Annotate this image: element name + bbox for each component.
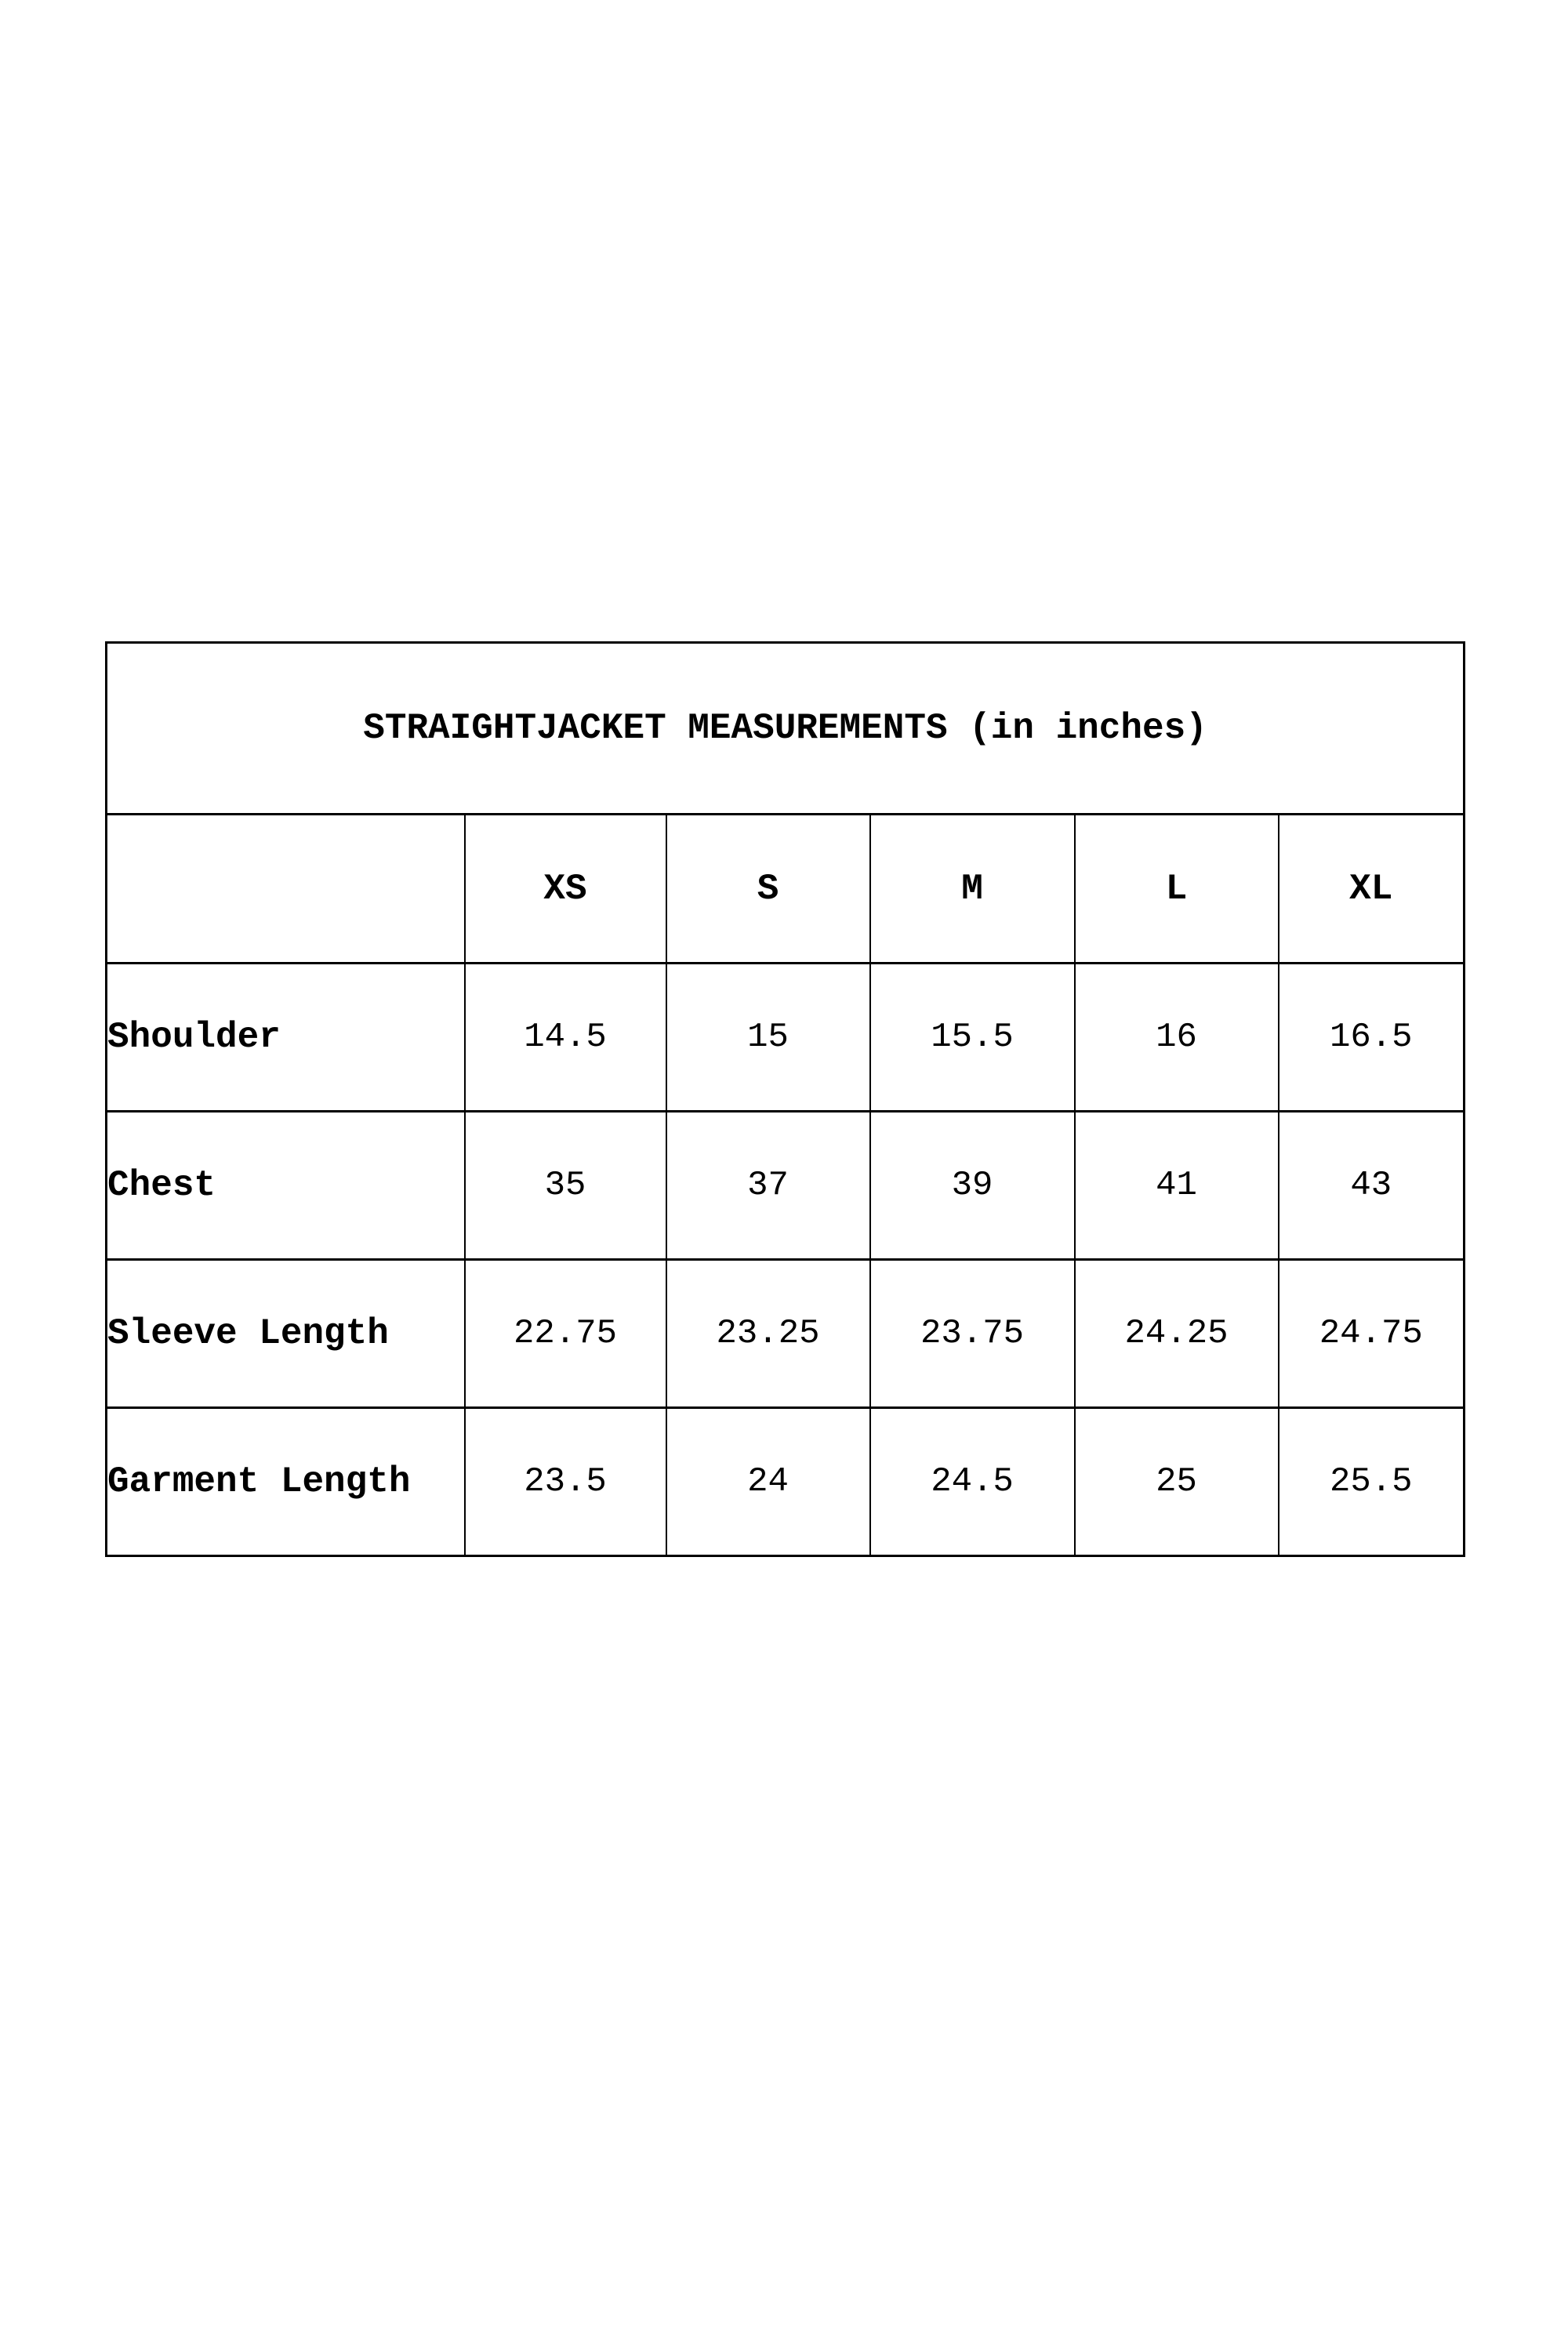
- cell-value: 14.5: [463, 962, 667, 1112]
- cell-value: 35: [463, 1110, 667, 1261]
- cell-value: 15.5: [869, 962, 1076, 1112]
- corner-cell: [105, 813, 466, 964]
- row-label-garment-length: Garment Length: [105, 1406, 466, 1557]
- cell-value: 16: [1073, 962, 1279, 1112]
- column-header-l: L: [1073, 813, 1279, 964]
- measurements-table: STRAIGHTJACKET MEASUREMENTS (in inches) …: [105, 641, 1466, 1557]
- cell-value: 24.75: [1277, 1258, 1465, 1409]
- column-header-s: S: [665, 813, 871, 964]
- cell-value: 16.5: [1277, 962, 1465, 1112]
- table-row: Shoulder 14.5 15 15.5 16 16.5: [105, 962, 1465, 1112]
- column-header-xl: XL: [1277, 813, 1465, 964]
- column-header-xs: XS: [463, 813, 667, 964]
- cell-value: 22.75: [463, 1258, 667, 1409]
- row-label-shoulder: Shoulder: [105, 962, 466, 1112]
- row-label-chest: Chest: [105, 1110, 466, 1261]
- cell-value: 25: [1073, 1406, 1279, 1557]
- column-header-m: M: [869, 813, 1076, 964]
- cell-value: 24.25: [1073, 1258, 1279, 1409]
- cell-value: 23.75: [869, 1258, 1076, 1409]
- table-row: Chest 35 37 39 41 43: [105, 1110, 1465, 1261]
- cell-value: 43: [1277, 1110, 1465, 1261]
- cell-value: 25.5: [1277, 1406, 1465, 1557]
- table-title: STRAIGHTJACKET MEASUREMENTS (in inches): [105, 641, 1465, 815]
- cell-value: 24.5: [869, 1406, 1076, 1557]
- cell-value: 23.5: [463, 1406, 667, 1557]
- cell-value: 37: [665, 1110, 871, 1261]
- table-row: Garment Length 23.5 24 24.5 25 25.5: [105, 1406, 1465, 1557]
- cell-value: 24: [665, 1406, 871, 1557]
- table-title-row: STRAIGHTJACKET MEASUREMENTS (in inches): [105, 641, 1465, 815]
- cell-value: 39: [869, 1110, 1076, 1261]
- table-header-row: XS S M L XL: [105, 813, 1465, 964]
- cell-value: 15: [665, 962, 871, 1112]
- cell-value: 41: [1073, 1110, 1279, 1261]
- cell-value: 23.25: [665, 1258, 871, 1409]
- table-row: Sleeve Length 22.75 23.25 23.75 24.25 24…: [105, 1258, 1465, 1409]
- row-label-sleeve-length: Sleeve Length: [105, 1258, 466, 1409]
